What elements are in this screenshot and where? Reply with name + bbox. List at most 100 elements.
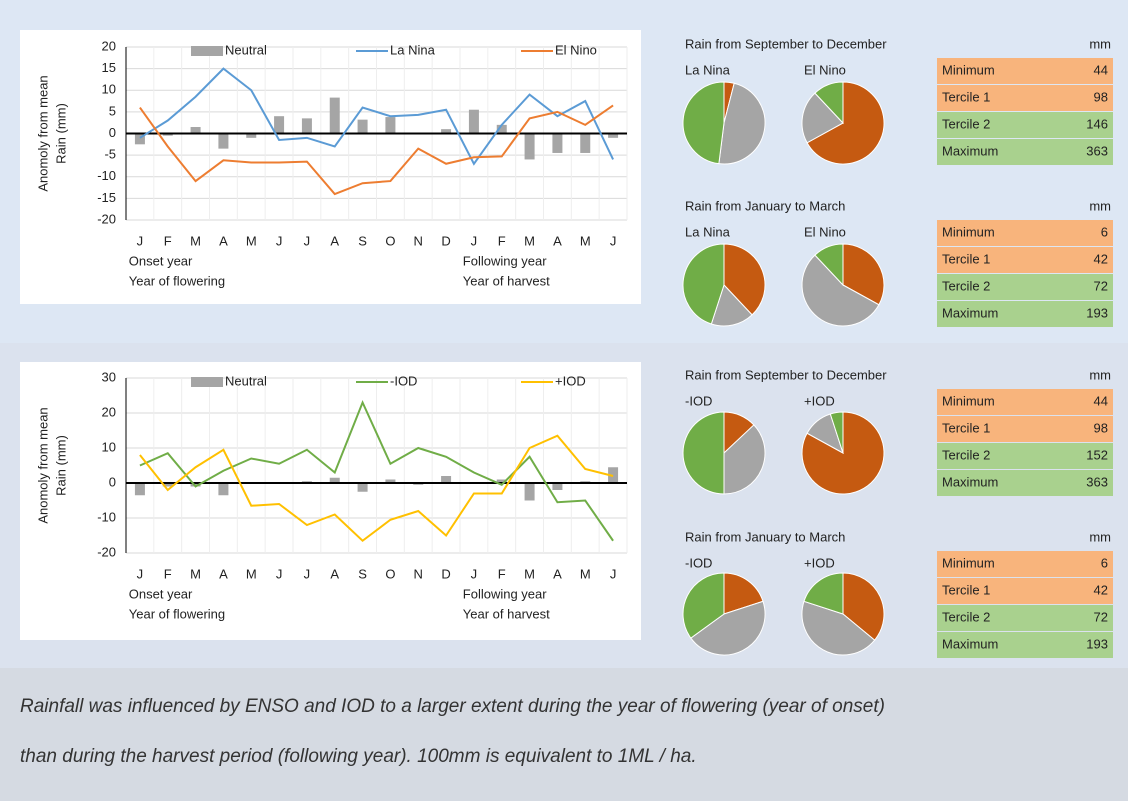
pie-title: +IOD — [804, 555, 835, 570]
x-annotation: Year of flowering — [129, 606, 225, 621]
row-label: Tercile 1 — [942, 420, 990, 435]
table-row — [937, 551, 1113, 577]
y-tick-label: -10 — [97, 168, 116, 183]
table-row — [937, 85, 1113, 111]
bar — [441, 129, 452, 134]
table-row — [937, 139, 1113, 165]
legend-label: Neutral — [225, 373, 267, 388]
pie-slice — [842, 572, 885, 641]
row-value: 193 — [1086, 636, 1108, 651]
x-tick-label: F — [498, 233, 506, 248]
unit: mm — [1089, 367, 1111, 382]
y-tick-label: 15 — [102, 60, 116, 75]
pie-slice — [682, 243, 725, 325]
x-tick-label: J — [471, 566, 478, 581]
bar — [552, 133, 563, 153]
table-row — [937, 470, 1113, 496]
y-tick-label: 0 — [109, 474, 116, 489]
bar — [274, 116, 285, 134]
y-tick-label: -5 — [104, 147, 116, 162]
row-label: Maximum — [942, 474, 998, 489]
x-tick-label: A — [219, 566, 228, 581]
x-tick-label: O — [385, 566, 395, 581]
bar — [608, 133, 619, 138]
row-label: Minimum — [942, 62, 995, 77]
y-tick-label: 20 — [102, 38, 116, 53]
row-value: 42 — [1094, 251, 1108, 266]
row-value: 44 — [1094, 393, 1108, 408]
table-row — [937, 632, 1113, 658]
x-annotation: Year of flowering — [129, 273, 225, 288]
row-label: Tercile 1 — [942, 89, 990, 104]
x-annotation: Following year — [463, 253, 547, 268]
pie-slice — [842, 243, 885, 306]
table-row — [937, 443, 1113, 469]
bar — [441, 476, 452, 483]
y-axis-label: Rain (mm) — [53, 103, 68, 164]
x-tick-label: A — [553, 566, 562, 581]
panel-title: Rain from September to December — [685, 36, 887, 51]
bar — [385, 117, 396, 134]
row-label: Tercile 2 — [942, 278, 990, 293]
x-tick-label: J — [610, 566, 617, 581]
caption: Rainfall was influenced by ENSO and IOD … — [20, 696, 885, 717]
pie-slice — [682, 411, 725, 495]
row-value: 98 — [1094, 420, 1108, 435]
x-annotation: Following year — [463, 586, 547, 601]
y-tick-label: -20 — [97, 544, 116, 559]
pie-slice — [723, 424, 766, 495]
x-tick-label: F — [164, 233, 172, 248]
y-axis-label: Rain (mm) — [53, 435, 68, 496]
pie-title: El Nino — [804, 62, 846, 77]
x-annotation: Onset year — [129, 253, 193, 268]
bar — [468, 109, 479, 134]
x-tick-label: J — [137, 233, 144, 248]
unit: mm — [1089, 529, 1111, 544]
row-label: Minimum — [942, 393, 995, 408]
x-tick-label: J — [610, 233, 617, 248]
line — [139, 434, 614, 543]
y-tick-label: 5 — [109, 103, 116, 118]
x-tick-label: M — [524, 566, 535, 581]
row-value: 193 — [1086, 305, 1108, 320]
pie-slice — [723, 572, 764, 615]
row-label: Minimum — [942, 224, 995, 239]
pie-slice — [801, 92, 844, 144]
pie-title: El Nino — [804, 224, 846, 239]
bar — [190, 483, 201, 487]
line — [139, 67, 614, 166]
table-row — [937, 578, 1113, 604]
table-row — [937, 58, 1113, 84]
row-label: Minimum — [942, 555, 995, 570]
row-value: 98 — [1094, 89, 1108, 104]
bar — [301, 118, 312, 134]
x-annotation: Year of harvest — [463, 273, 550, 288]
pie-slice — [806, 81, 885, 165]
x-tick-label: M — [246, 566, 257, 581]
row-value: 44 — [1094, 62, 1108, 77]
chart-box — [20, 362, 641, 640]
x-tick-label: A — [553, 233, 562, 248]
bar — [357, 483, 368, 492]
table-row — [937, 301, 1113, 327]
bar — [357, 119, 368, 134]
y-tick-label: -20 — [97, 211, 116, 226]
y-tick-label: 10 — [102, 439, 116, 454]
x-tick-label: J — [276, 566, 283, 581]
x-annotation: Onset year — [129, 586, 193, 601]
caption: than during the harvest period (followin… — [20, 746, 697, 767]
table-row — [937, 247, 1113, 273]
table-row — [937, 416, 1113, 442]
row-value: 6 — [1101, 555, 1108, 570]
unit: mm — [1089, 198, 1111, 213]
y-tick-label: -10 — [97, 509, 116, 524]
x-tick-label: N — [414, 233, 423, 248]
pie-slice — [829, 411, 844, 454]
x-tick-label: M — [190, 233, 201, 248]
pie-slice — [803, 572, 844, 615]
bar — [134, 133, 145, 145]
bar — [524, 133, 535, 160]
y-tick-label: 0 — [109, 125, 116, 140]
x-tick-label: O — [385, 233, 395, 248]
y-tick-label: 30 — [102, 369, 116, 384]
